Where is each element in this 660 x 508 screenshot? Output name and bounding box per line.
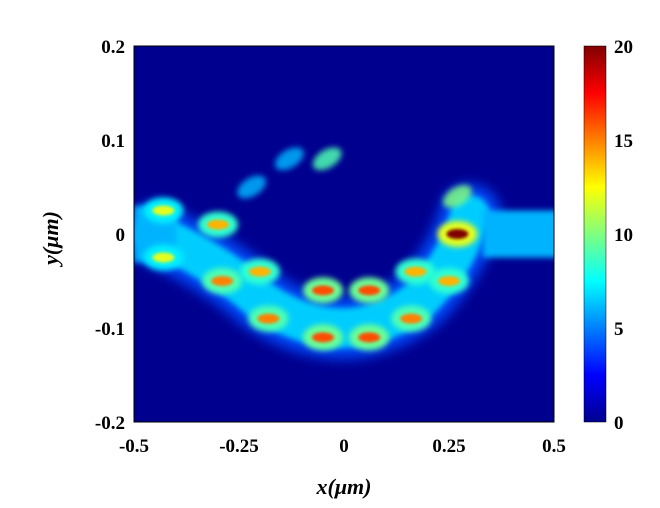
hot-spot [312, 285, 334, 296]
upper-arc-spot [275, 147, 304, 171]
plot-frame [133, 45, 555, 423]
y-tick-label: -0.2 [95, 413, 125, 434]
x-tick-label: -0.5 [119, 436, 149, 457]
x-tick-label: 0.5 [542, 436, 566, 457]
hot-spot [257, 313, 280, 324]
y-tick-label: 0 [116, 225, 126, 246]
hot-spot [358, 332, 381, 343]
y-axis-label: y(μm) [38, 211, 63, 268]
x-tick-label: 0 [339, 436, 349, 457]
output-waveguide [482, 210, 554, 258]
x-tick-label: -0.25 [219, 436, 259, 457]
hot-spot [312, 332, 334, 343]
hot-spot [404, 266, 427, 277]
colorbar-tick-label: 20 [614, 37, 633, 58]
colorbar-tick-label: 5 [614, 319, 624, 340]
colorbar-tick-label: 10 [614, 225, 633, 246]
hot-spot [249, 266, 271, 277]
y-tick-label: -0.1 [95, 319, 125, 340]
colorbar [583, 45, 607, 423]
upper-arc-spot [312, 147, 342, 171]
y-tick-label: 0.1 [101, 131, 125, 152]
x-axis-label: x(μm) [316, 474, 372, 499]
x-tick-label: 0.25 [432, 436, 465, 457]
hot-spot [152, 205, 175, 216]
axis-layer: -0.5 -0.25 0 0.25 0.5 0.2 0.1 0 -0.1 -0.2 20 15 10 5 0 [95, 37, 633, 457]
hot-spot [152, 252, 175, 263]
hot-spot [207, 219, 229, 230]
hot-spot [400, 313, 423, 324]
hot-spot [438, 276, 460, 286]
field-layer [134, 147, 554, 359]
hot-spot [446, 229, 469, 239]
colorbar-tick-label: 15 [614, 131, 633, 152]
hot-spot [211, 276, 234, 286]
colorbar-tick-label: 0 [614, 413, 624, 434]
upper-arc-spot [443, 184, 472, 208]
hot-spot [358, 285, 381, 296]
upper-arc-spot [237, 175, 266, 199]
y-tick-label: 0.2 [101, 37, 125, 58]
